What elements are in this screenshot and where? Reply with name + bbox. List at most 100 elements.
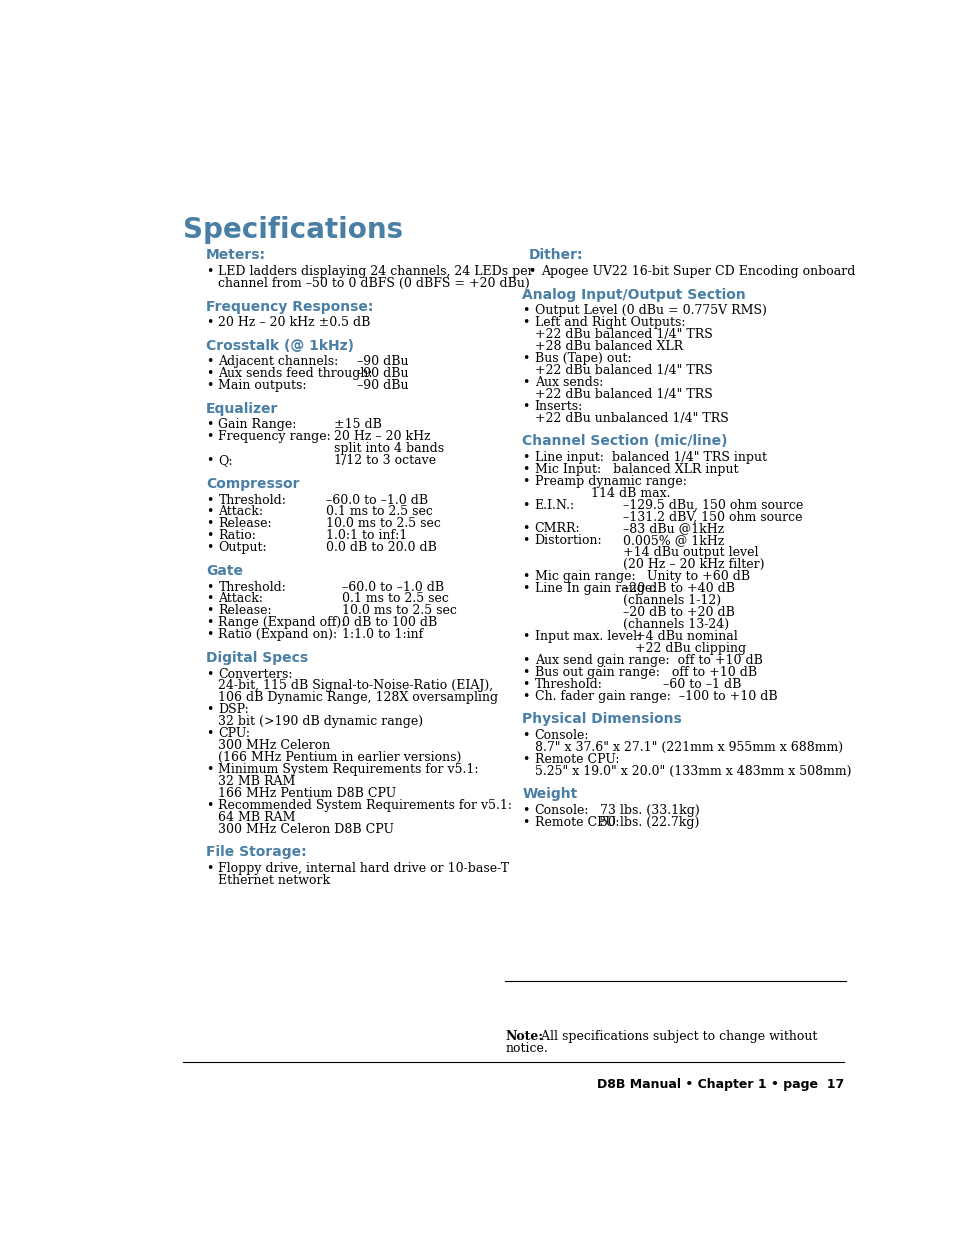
Text: Console:: Console: bbox=[534, 729, 589, 742]
Text: •: • bbox=[521, 352, 529, 364]
Text: •: • bbox=[206, 862, 213, 874]
Text: LED ladders displaying 24 channels, 24 LEDs per: LED ladders displaying 24 channels, 24 L… bbox=[218, 264, 534, 278]
Text: Inserts:: Inserts: bbox=[534, 400, 582, 412]
Text: –20 dB to +40 dB: –20 dB to +40 dB bbox=[622, 582, 734, 595]
Text: –90 dBu: –90 dBu bbox=[356, 356, 408, 368]
Text: ±15 dB: ±15 dB bbox=[334, 419, 381, 431]
Text: –60 to –1 dB: –60 to –1 dB bbox=[622, 678, 740, 690]
Text: (20 Hz – 20 kHz filter): (20 Hz – 20 kHz filter) bbox=[622, 558, 763, 572]
Text: •: • bbox=[206, 668, 213, 680]
Text: 0.005% @ 1kHz: 0.005% @ 1kHz bbox=[622, 535, 723, 547]
Text: +4 dBu nominal: +4 dBu nominal bbox=[622, 630, 737, 643]
Text: Remote CPU:: Remote CPU: bbox=[534, 816, 618, 829]
Text: Crosstalk (@ 1kHz): Crosstalk (@ 1kHz) bbox=[206, 338, 354, 353]
Text: •: • bbox=[521, 451, 529, 464]
Text: Digital Specs: Digital Specs bbox=[206, 651, 308, 664]
Text: channel from –50 to 0 dBFS (0 dBFS = +20 dBu): channel from –50 to 0 dBFS (0 dBFS = +20… bbox=[218, 277, 530, 290]
Text: DSP:: DSP: bbox=[218, 704, 249, 716]
Text: Note:: Note: bbox=[505, 1030, 542, 1042]
Text: 20 Hz – 20 kHz: 20 Hz – 20 kHz bbox=[334, 431, 430, 443]
Text: +22 dBu unbalanced 1/4" TRS: +22 dBu unbalanced 1/4" TRS bbox=[534, 411, 728, 425]
Text: 1/12 to 3 octave: 1/12 to 3 octave bbox=[334, 454, 436, 467]
Text: •: • bbox=[206, 379, 213, 393]
Text: –20 dB to +20 dB: –20 dB to +20 dB bbox=[622, 606, 734, 619]
Text: Ethernet network: Ethernet network bbox=[218, 874, 331, 887]
Text: •: • bbox=[521, 653, 529, 667]
Text: D8B Manual • Chapter 1 • page  17: D8B Manual • Chapter 1 • page 17 bbox=[596, 1078, 843, 1091]
Text: •: • bbox=[521, 474, 529, 488]
Text: •: • bbox=[528, 264, 536, 278]
Text: –60.0 to –1.0 dB: –60.0 to –1.0 dB bbox=[326, 494, 428, 506]
Text: •: • bbox=[521, 666, 529, 679]
Text: •: • bbox=[521, 375, 529, 389]
Text: 50 lbs. (22.7kg): 50 lbs. (22.7kg) bbox=[599, 816, 699, 829]
Text: Specifications: Specifications bbox=[183, 216, 402, 245]
Text: Ratio:: Ratio: bbox=[218, 530, 256, 542]
Text: Preamp dynamic range:: Preamp dynamic range: bbox=[534, 474, 686, 488]
Text: Ratio (Expand on):: Ratio (Expand on): bbox=[218, 629, 337, 641]
Text: •: • bbox=[521, 304, 529, 317]
Text: Release:: Release: bbox=[218, 517, 272, 530]
Text: Meters:: Meters: bbox=[206, 248, 266, 262]
Text: –83 dBu @1kHz: –83 dBu @1kHz bbox=[622, 522, 723, 536]
Text: Threshold:: Threshold: bbox=[534, 678, 602, 690]
Text: •: • bbox=[206, 530, 213, 542]
Text: 0.1 ms to 2.5 sec: 0.1 ms to 2.5 sec bbox=[326, 505, 433, 519]
Text: Recommended System Requirements for v5.1:: Recommended System Requirements for v5.1… bbox=[218, 799, 512, 811]
Text: –90 dBu: –90 dBu bbox=[356, 379, 408, 393]
Text: •: • bbox=[206, 704, 213, 716]
Text: •: • bbox=[521, 400, 529, 412]
Text: •: • bbox=[521, 535, 529, 547]
Text: split into 4 bands: split into 4 bands bbox=[334, 442, 443, 456]
Text: •: • bbox=[521, 630, 529, 643]
Text: 8.7" x 37.6" x 27.1" (221mm x 955mm x 688mm): 8.7" x 37.6" x 27.1" (221mm x 955mm x 68… bbox=[534, 741, 841, 753]
Text: Left and Right Outputs:: Left and Right Outputs: bbox=[534, 316, 684, 329]
Text: 5.25" x 19.0" x 20.0" (133mm x 483mm x 508mm): 5.25" x 19.0" x 20.0" (133mm x 483mm x 5… bbox=[534, 764, 850, 778]
Text: •: • bbox=[206, 593, 213, 605]
Text: •: • bbox=[206, 604, 213, 618]
Text: •: • bbox=[521, 582, 529, 595]
Text: Distortion:: Distortion: bbox=[534, 535, 601, 547]
Text: Apogee UV22 16-bit Super CD Encoding onboard: Apogee UV22 16-bit Super CD Encoding onb… bbox=[540, 264, 854, 278]
Text: •: • bbox=[521, 522, 529, 536]
Text: Minimum System Requirements for v5.1:: Minimum System Requirements for v5.1: bbox=[218, 763, 478, 776]
Text: Ch. fader gain range:  –100 to +10 dB: Ch. fader gain range: –100 to +10 dB bbox=[534, 689, 777, 703]
Text: Output Level (0 dBu = 0.775V RMS): Output Level (0 dBu = 0.775V RMS) bbox=[534, 304, 765, 317]
Text: Weight: Weight bbox=[521, 787, 577, 802]
Text: •: • bbox=[206, 727, 213, 740]
Text: •: • bbox=[206, 367, 213, 380]
Text: •: • bbox=[521, 499, 529, 511]
Text: Gain Range:: Gain Range: bbox=[218, 419, 296, 431]
Text: •: • bbox=[206, 763, 213, 776]
Text: Threshold:: Threshold: bbox=[218, 580, 286, 594]
Text: Unity to +60 dB: Unity to +60 dB bbox=[622, 571, 749, 583]
Text: (166 MHz Pentium in earlier versions): (166 MHz Pentium in earlier versions) bbox=[218, 751, 461, 764]
Text: Attack:: Attack: bbox=[218, 593, 263, 605]
Text: •: • bbox=[206, 494, 213, 506]
Text: Console:: Console: bbox=[534, 804, 589, 816]
Text: •: • bbox=[521, 804, 529, 816]
Text: Attack:: Attack: bbox=[218, 505, 263, 519]
Text: Frequency Response:: Frequency Response: bbox=[206, 300, 373, 314]
Text: –129.5 dBu, 150 ohm source: –129.5 dBu, 150 ohm source bbox=[622, 499, 802, 511]
Text: •: • bbox=[521, 729, 529, 742]
Text: 20 Hz – 20 kHz ±0.5 dB: 20 Hz – 20 kHz ±0.5 dB bbox=[218, 316, 371, 329]
Text: 64 MB RAM: 64 MB RAM bbox=[218, 811, 295, 824]
Text: Aux sends feed through:: Aux sends feed through: bbox=[218, 367, 373, 380]
Text: Physical Dimensions: Physical Dimensions bbox=[521, 713, 681, 726]
Text: 1:1.0 to 1:inf: 1:1.0 to 1:inf bbox=[341, 629, 422, 641]
Text: •: • bbox=[206, 454, 213, 467]
Text: 32 MB RAM: 32 MB RAM bbox=[218, 776, 295, 788]
Text: •: • bbox=[206, 316, 213, 329]
Text: •: • bbox=[206, 629, 213, 641]
Text: Adjacent channels:: Adjacent channels: bbox=[218, 356, 338, 368]
Text: 73 lbs. (33.1kg): 73 lbs. (33.1kg) bbox=[599, 804, 699, 816]
Text: Range (Expand off):: Range (Expand off): bbox=[218, 616, 345, 630]
Text: +22 dBu clipping: +22 dBu clipping bbox=[622, 642, 745, 655]
Text: •: • bbox=[206, 799, 213, 811]
Text: –60.0 to –1.0 dB: –60.0 to –1.0 dB bbox=[341, 580, 443, 594]
Text: Input max. level:: Input max. level: bbox=[534, 630, 640, 643]
Text: Equalizer: Equalizer bbox=[206, 401, 278, 416]
Text: Line input:  balanced 1/4" TRS input: Line input: balanced 1/4" TRS input bbox=[534, 451, 766, 464]
Text: Aux sends:: Aux sends: bbox=[534, 375, 602, 389]
